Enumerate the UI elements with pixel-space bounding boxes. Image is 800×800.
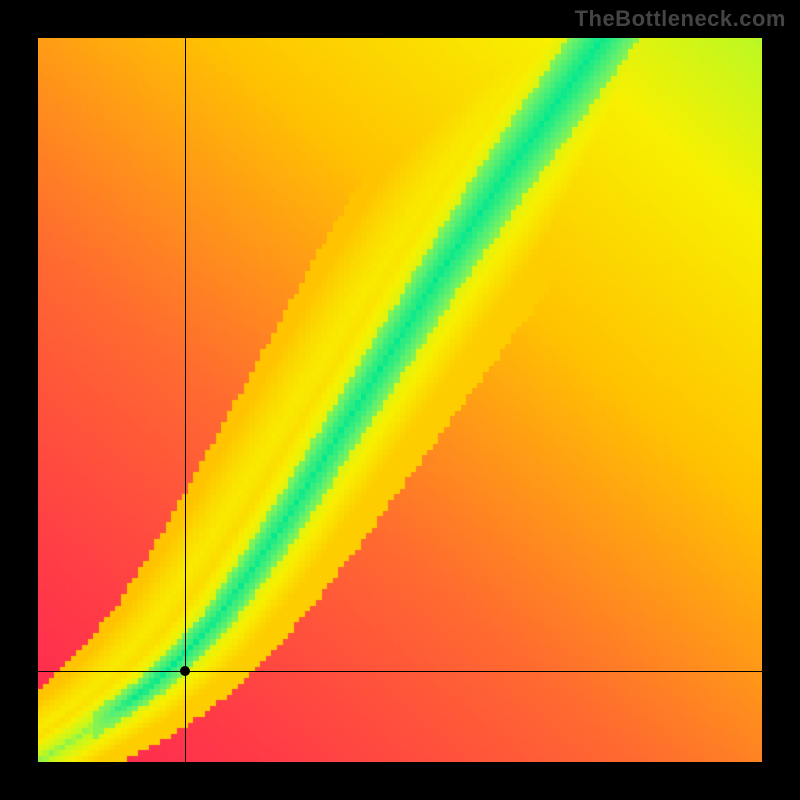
crosshair-point	[180, 666, 190, 676]
chart-frame: TheBottleneck.com	[0, 0, 800, 800]
crosshair-horizontal	[38, 671, 762, 672]
crosshair-vertical	[185, 38, 186, 762]
watermark-label: TheBottleneck.com	[575, 6, 786, 32]
heatmap-plot	[38, 38, 762, 762]
heatmap-canvas	[38, 38, 762, 762]
